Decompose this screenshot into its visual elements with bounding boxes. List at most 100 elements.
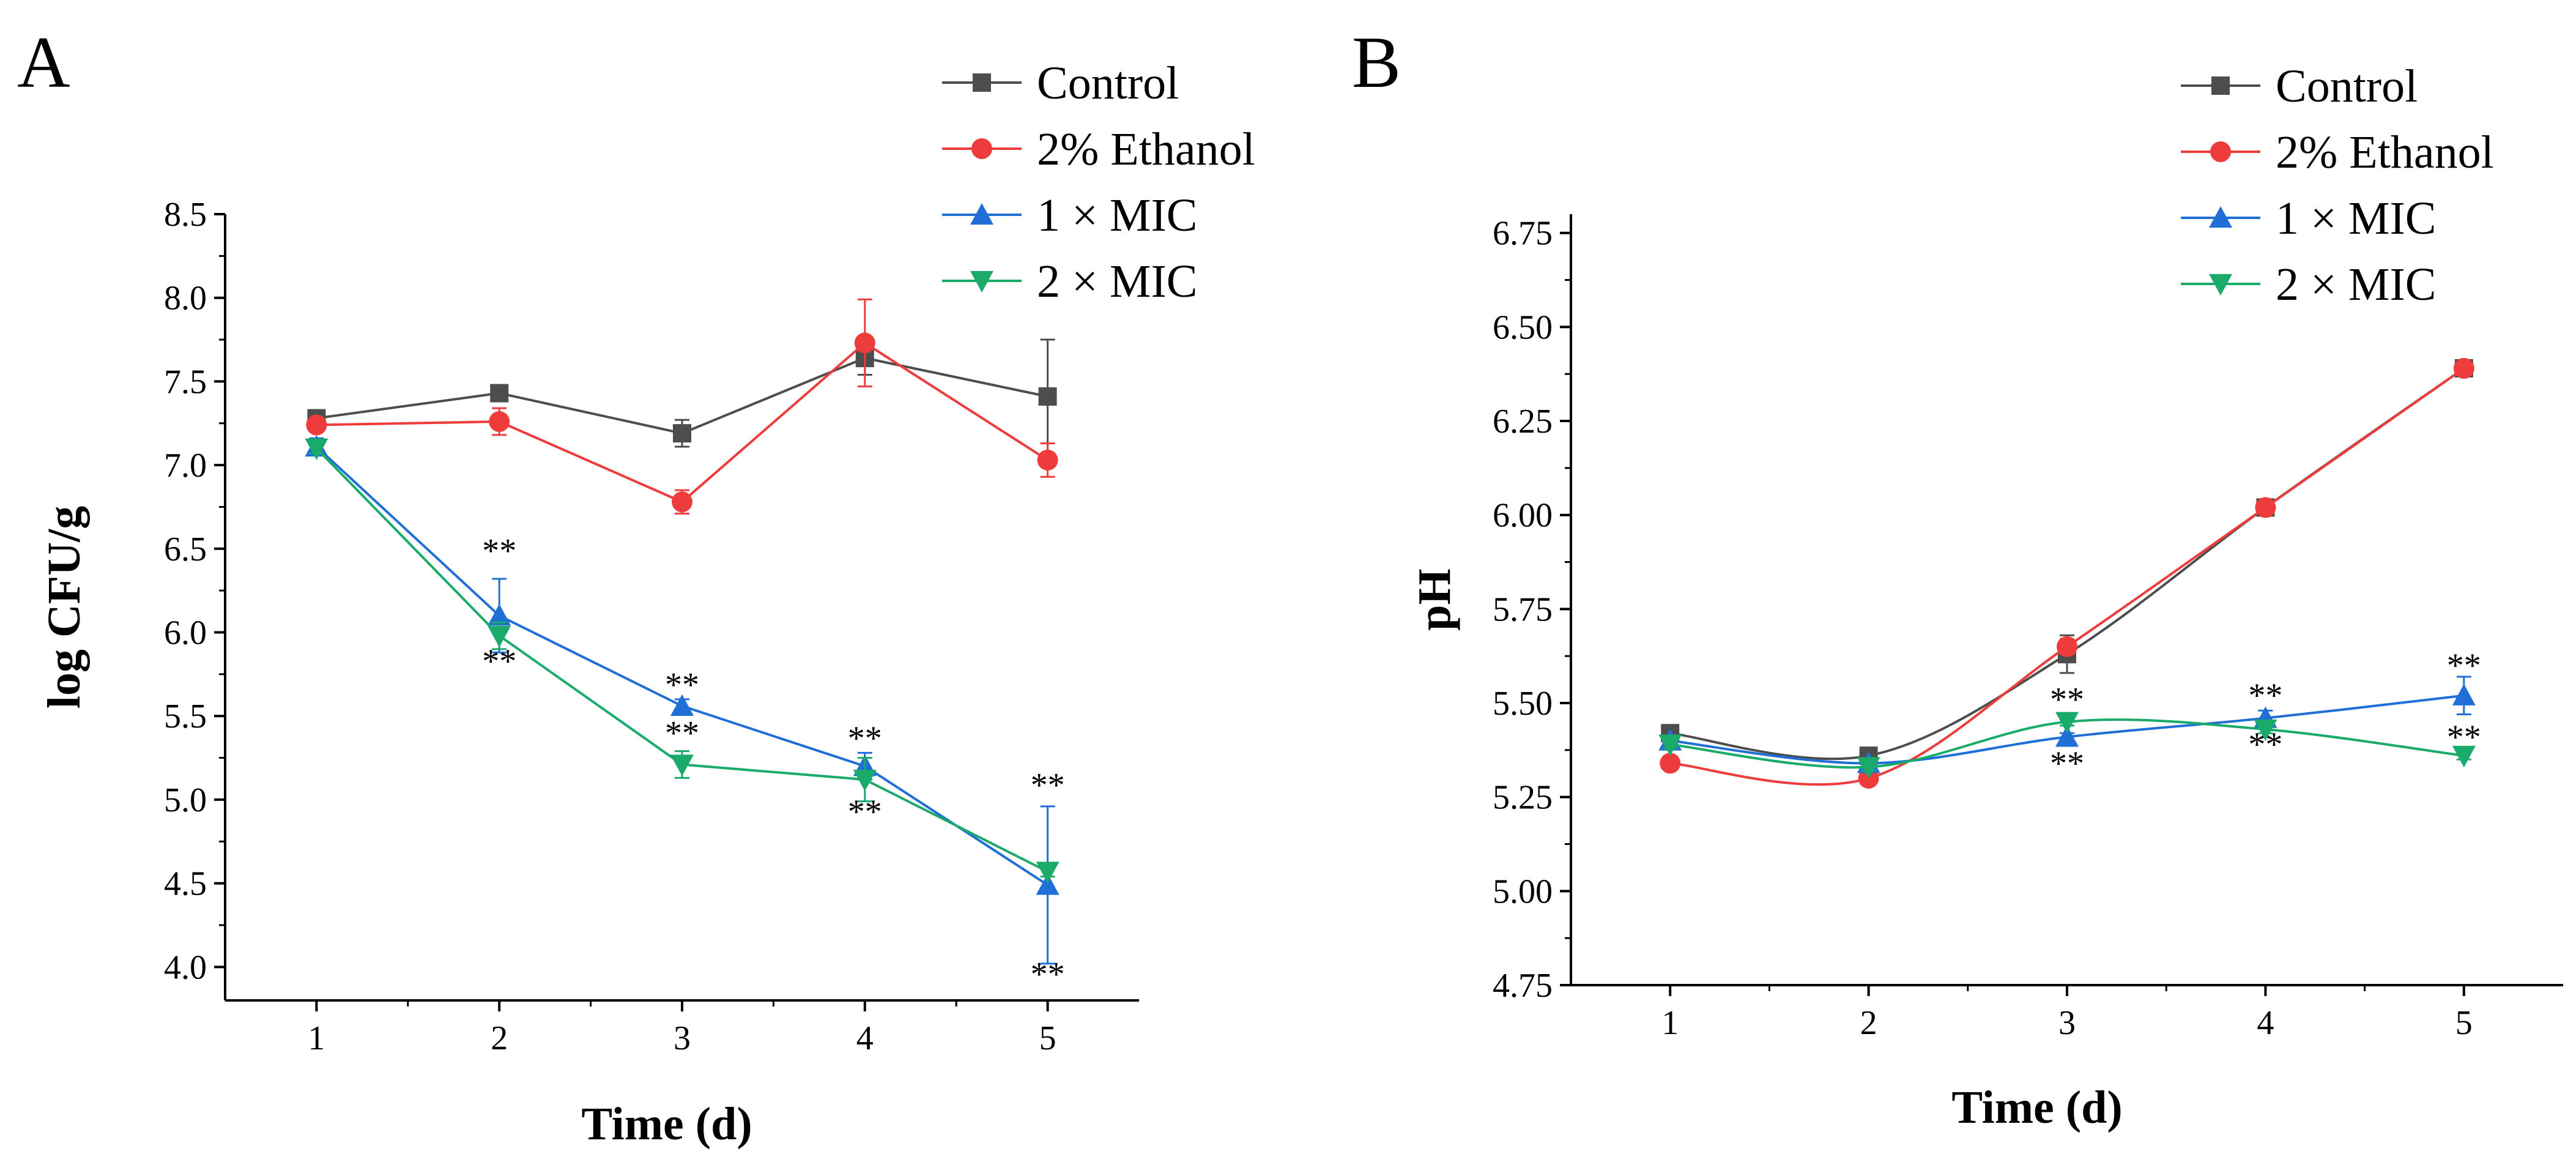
data-point [670, 694, 694, 716]
x-tick-label: 3 [2058, 1004, 2076, 1042]
x-tick-label: 3 [674, 1019, 691, 1057]
legend-label: Control [2276, 61, 2418, 112]
data-point [488, 625, 511, 647]
legend-marker [2209, 274, 2232, 296]
legend-label: 1 × MIC [2276, 193, 2436, 244]
legend-label: 2% Ethanol [2276, 127, 2494, 178]
significance-label: ** [665, 666, 699, 704]
legend-marker [2209, 206, 2232, 228]
series-control [307, 338, 1057, 455]
data-point [673, 424, 691, 443]
legend-marker [2211, 76, 2230, 95]
y-tick-label: 5.50 [1493, 685, 1553, 723]
data-point [1857, 757, 1880, 779]
y-tick-label: 6.25 [1493, 403, 1553, 441]
legend-marker [971, 138, 992, 159]
significance-label: ** [1031, 955, 1065, 993]
y-tick-label: 4.75 [1493, 967, 1553, 1005]
legend-label: Control [1037, 58, 1179, 109]
data-point [1658, 734, 1682, 756]
x-tick-label: 2 [1860, 1004, 1877, 1042]
data-point [305, 438, 328, 460]
significance-label: ** [2050, 745, 2084, 783]
x-tick-label: 4 [856, 1019, 874, 1057]
legend-label: 2 × MIC [2276, 259, 2436, 310]
panel-a: A 4.0 4.5 5.0 5.5 6.0 6.5 7.0 7.5 8.0 8.5 1 2 3 4 5 Time… [17, 21, 1255, 1150]
y-tick-label: 6.50 [1493, 308, 1553, 346]
significance-label: ** [1031, 766, 1065, 804]
significance-label: ** [2447, 718, 2481, 756]
y-tick-label: 6.00 [1493, 497, 1553, 535]
data-point [1036, 873, 1060, 895]
significance-label: ** [482, 642, 516, 680]
significance-label: ** [482, 532, 516, 570]
data-point [2057, 636, 2077, 657]
legend-marker [2210, 141, 2231, 162]
data-point [1038, 387, 1057, 406]
data-point [670, 754, 694, 776]
legend-label: 2% Ethanol [1037, 124, 1255, 175]
y-tick-label: 5.00 [1493, 873, 1553, 910]
series-2-ethanol [306, 298, 1058, 515]
x-tick-label: 5 [2455, 1004, 2473, 1042]
y-tick-label: 4.0 [164, 948, 207, 986]
x-tick-label: 2 [491, 1019, 508, 1057]
data-point [2254, 719, 2277, 742]
data-point [489, 411, 510, 433]
y-tick-label: 8.5 [164, 196, 207, 234]
y-axis-title: log CFU/g [39, 506, 90, 709]
significance-label: ** [665, 715, 699, 753]
legend: Control 2% Ethanol 1 × MIC 2 × MIC [2181, 61, 2494, 310]
panel-letter: A [17, 21, 70, 103]
x-axis-title: Time (d) [581, 1098, 752, 1150]
data-point [854, 332, 875, 354]
significance-label: ** [2248, 677, 2282, 715]
y-tick-label: 5.0 [164, 781, 207, 819]
y-tick-label: 6.0 [164, 614, 207, 652]
legend: Control 2% Ethanol 1 × MIC 2 × MIC [942, 58, 1255, 307]
y-tick-label: 5.5 [164, 698, 207, 735]
data-point [490, 384, 509, 403]
data-point [853, 769, 877, 792]
legend-marker [970, 270, 993, 292]
significance-label: ** [2050, 680, 2084, 718]
series-2-mic [1658, 712, 2476, 779]
significance-label: ** [2248, 726, 2282, 764]
significance-label: ** [848, 720, 882, 757]
x-tick-label: 5 [1039, 1019, 1056, 1057]
data-point [488, 604, 511, 626]
y-axis-title: pH [1409, 568, 1460, 630]
data-point [1036, 862, 1060, 884]
data-point [2055, 712, 2079, 734]
data-point [672, 491, 692, 513]
legend-label: 1 × MIC [1037, 190, 1197, 241]
y-tick-label: 5.25 [1493, 779, 1553, 817]
data-point [306, 414, 327, 436]
data-point [2452, 683, 2476, 705]
x-tick-label: 1 [1661, 1004, 1679, 1042]
y-tick-label: 4.5 [164, 865, 207, 903]
series-2-mic [305, 438, 1060, 884]
y-tick-label: 6.5 [164, 530, 207, 568]
data-point [2452, 745, 2476, 768]
legend-marker [973, 73, 991, 92]
data-point [2255, 497, 2276, 518]
data-point [2055, 725, 2079, 747]
data-point [2453, 358, 2474, 379]
legend-marker [970, 203, 993, 225]
y-tick-label: 7.5 [164, 363, 207, 401]
y-tick-label: 8.0 [164, 280, 207, 318]
data-point [1037, 449, 1058, 471]
y-tick-label: 6.75 [1493, 215, 1553, 253]
significance-label: ** [848, 793, 882, 831]
x-tick-label: 1 [308, 1019, 325, 1057]
legend-label: 2 × MIC [1037, 256, 1197, 307]
x-axis-title: Time (d) [1951, 1082, 2122, 1133]
y-tick-label: 5.75 [1493, 590, 1553, 628]
panel-b: B 4.75 5.00 5.25 5.50 5.75 6.00 6.25 6.50 6.75 1 2 3… [1352, 21, 2563, 1133]
y-tick-label: 7.0 [164, 447, 207, 485]
significance-label: ** [2447, 647, 2481, 685]
panel-letter: B [1352, 21, 1401, 103]
data-point [1660, 753, 1681, 774]
